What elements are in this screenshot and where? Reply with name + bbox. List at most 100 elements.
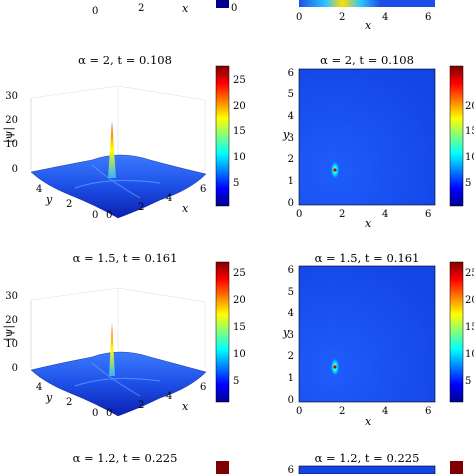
- z-tick-label: 20: [5, 115, 18, 126]
- y-tick-label: 4: [288, 111, 294, 122]
- heatmap-field: [298, 465, 436, 474]
- y-axis-label: y: [282, 326, 290, 339]
- colorbar-tick-label: 25: [233, 268, 246, 279]
- x-tick-label: 6: [425, 12, 431, 23]
- colorbar-tick-label: 15: [465, 322, 474, 333]
- y-tick-label: 4: [36, 184, 42, 195]
- colorbar: [216, 461, 229, 474]
- y-tick-label: 2: [288, 154, 294, 165]
- y-tick-label: 5: [288, 89, 294, 100]
- x-tick-label: 4: [166, 391, 172, 402]
- panel-alpha2-heatmap: α = 2, t = 0.108 6 5 4 3 2 1 0 y 0 2 4 6…: [282, 53, 474, 230]
- y-axis-label: y: [45, 193, 53, 206]
- z-tick-label: 10: [5, 139, 18, 150]
- x-tick-label: 0: [296, 12, 302, 23]
- colorbar: [449, 261, 464, 403]
- x-tick-label: 4: [382, 209, 388, 220]
- panel-title: α = 1.2, t = 0.225: [73, 451, 178, 465]
- colorbar: [215, 261, 230, 403]
- colorbar: [450, 461, 463, 474]
- surface-sheet: [30, 154, 207, 219]
- panel-top-left-surface: 0 2 x 0: [92, 0, 237, 17]
- z-axis-label: |ψ|: [2, 325, 16, 341]
- colorbar-tick-label: 20: [465, 101, 474, 112]
- z-axis-label: |ψ|: [2, 127, 16, 143]
- panel-alpha15-heatmap: α = 1.5, t = 0.161 6 5 4 3 2 1 0 y 0 2 4…: [282, 251, 474, 428]
- colorbar-tick-label: 5: [233, 376, 239, 387]
- x-tick-label: 2: [339, 209, 345, 220]
- y-tick-label: 1: [288, 176, 294, 187]
- colorbar-tick-label: 10: [233, 349, 246, 360]
- y-axis-label: y: [282, 128, 290, 141]
- y-tick-label: 5: [288, 287, 294, 298]
- x-tick-label: 2: [138, 202, 144, 213]
- colorbar: [449, 65, 464, 207]
- x-tick-label: 2: [339, 406, 345, 417]
- y-tick-label: 0: [288, 395, 294, 406]
- panel-alpha15-surface: α = 1.5, t = 0.161 30 20 10 0 |ψ| 4 2 0 …: [2, 251, 246, 419]
- colorbar-tick-label: 10: [233, 152, 246, 163]
- colorbar: [216, 0, 229, 8]
- y-tick-label: 2: [288, 351, 294, 362]
- x-tick-label: 0: [296, 406, 302, 417]
- panel-alpha2-surface: α = 2, t = 0.108 30 20 10 0 |ψ| 4 2 0 y …: [2, 53, 246, 221]
- x-tick-label: 6: [200, 382, 206, 393]
- x-tick-label: 0: [92, 6, 98, 17]
- y-tick-label: 0: [288, 198, 294, 209]
- colorbar-tick-label: 15: [465, 126, 474, 137]
- y-tick-label: 6: [288, 265, 294, 276]
- panel-top-right-heatmap: 0 2 4 6 x: [296, 0, 435, 32]
- y-tick-label: 0: [92, 408, 98, 419]
- heatmap-field: [298, 265, 436, 403]
- x-tick-label: 4: [382, 12, 388, 23]
- colorbar-tick-label: 5: [465, 376, 471, 387]
- z-tick-label: 0: [12, 164, 18, 175]
- colorbar-tick-label: 10: [465, 152, 474, 163]
- x-tick-label: 0: [106, 408, 112, 419]
- x-axis-label: x: [182, 202, 189, 215]
- y-tick-label: 1: [288, 373, 294, 384]
- x-tick-label: 6: [425, 406, 431, 417]
- panel-title: α = 1.5, t = 0.161: [315, 251, 420, 265]
- y-tick-label: 4: [36, 382, 42, 393]
- panel-alpha12-surface: α = 1.2, t = 0.225: [73, 451, 229, 474]
- x-tick-label: 6: [200, 184, 206, 195]
- x-tick-label: 4: [382, 406, 388, 417]
- colorbar-tick-label: 5: [465, 178, 471, 189]
- y-tick-label: 4: [288, 308, 294, 319]
- y-tick-label: 3: [288, 133, 294, 144]
- y-tick-label: 6: [288, 68, 294, 79]
- panel-title: α = 1.2, t = 0.225: [315, 451, 420, 465]
- x-tick-label: 2: [138, 3, 144, 14]
- panel-alpha12-heatmap: α = 1.2, t = 0.225 6: [288, 451, 463, 474]
- panel-title: α = 2, t = 0.108: [320, 53, 414, 67]
- x-axis-label: x: [365, 415, 372, 428]
- colorbar-tick-label: 20: [465, 295, 474, 306]
- colorbar-tick-label: 20: [233, 101, 246, 112]
- colorbar-tick-label: 0: [231, 3, 237, 14]
- heatmap-bottom-strip: [299, 0, 435, 7]
- x-tick-label: 4: [166, 193, 172, 204]
- x-axis-label: x: [365, 19, 372, 32]
- y-tick-label: 0: [92, 210, 98, 221]
- colorbar-tick-label: 10: [465, 349, 474, 360]
- panel-title: α = 1.5, t = 0.161: [73, 251, 178, 265]
- x-tick-label: 2: [339, 12, 345, 23]
- z-tick-label: 10: [5, 339, 18, 350]
- panel-title: α = 2, t = 0.108: [78, 53, 172, 67]
- surface-peak: [109, 323, 115, 376]
- y-tick-label: 2: [66, 199, 72, 210]
- y-tick-label: 3: [288, 330, 294, 341]
- x-axis-label: x: [182, 2, 189, 15]
- x-axis-label: x: [182, 400, 189, 413]
- x-tick-label: 6: [425, 209, 431, 220]
- y-axis-label: y: [45, 391, 53, 404]
- y-tick-label: 6: [288, 465, 294, 474]
- colorbar-tick-label: 5: [233, 178, 239, 189]
- z-tick-label: 30: [5, 291, 18, 302]
- x-tick-label: 0: [296, 209, 302, 220]
- heatmap-field: [298, 68, 436, 206]
- z-tick-label: 0: [12, 363, 18, 374]
- z-tick-label: 20: [5, 315, 18, 326]
